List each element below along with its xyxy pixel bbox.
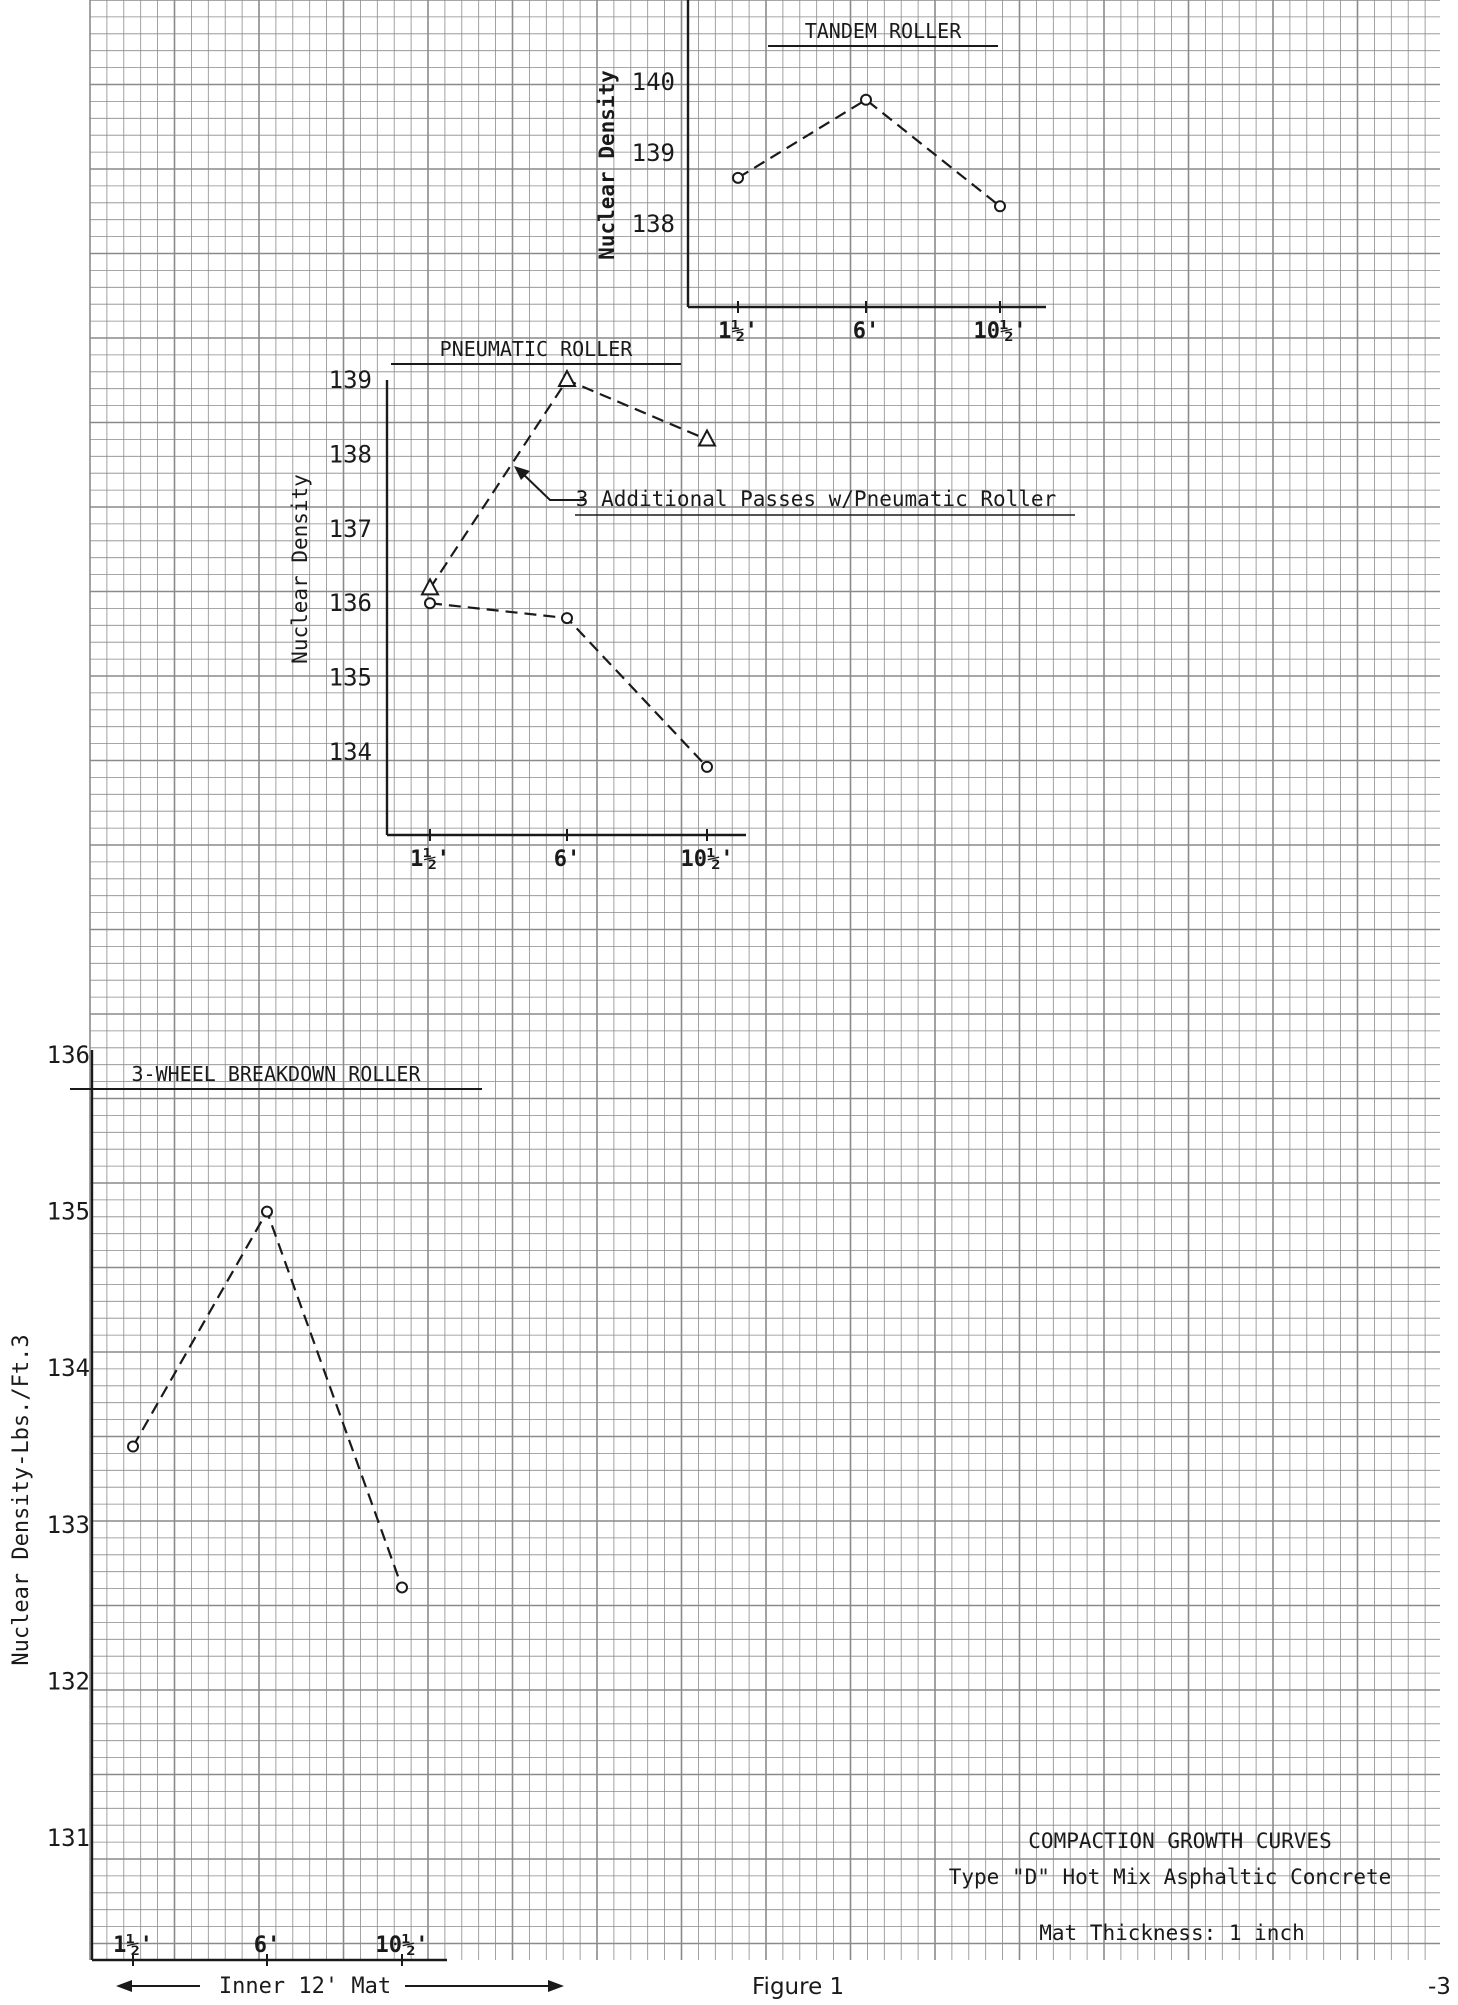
data-point-circle [261,1205,273,1218]
x-tick-label: 6' [254,1933,281,1958]
left-axis-label: Nuclear Density-Lbs./Ft.3 [9,1334,34,1665]
series-line [737,98,1001,208]
data-point-circle [396,1581,408,1594]
chart-title: 3-WHEEL BREAKDOWN ROLLER [132,1062,422,1086]
annotation-arrowhead [514,466,530,480]
x-tick-label: 10½' [974,319,1027,344]
data-point-circle [732,171,744,184]
y-tick-label: 134 [329,738,372,766]
x-tick-label: 1½' [718,319,758,344]
data-point-triangle [557,368,577,387]
data-point-triangle [420,577,440,596]
inner-mat-label: Inner 12' Mat [219,1974,391,1999]
chart-tandem: TANDEM ROLLER Nuclear Density 138 139 140 1½'… [595,0,1046,344]
annotation-leader [521,472,586,501]
charts-layer: TANDEM ROLLER Nuclear Density 138 139 140 1½'… [47,0,1075,1966]
chart-pneumatic: PNEUMATIC ROLLER Nuclear Density 134 135 136… [288,337,1075,872]
y-tick-label: 134 [47,1354,90,1382]
y-tick-label: 135 [329,664,372,692]
y-tick-label: 133 [47,1511,90,1539]
y-tick-label: 138 [329,440,372,468]
caption-line-3: Mat Thickness: 1 inch [1039,1921,1305,1945]
y-tick-label: 131 [47,1824,90,1852]
caption-line-1: COMPACTION GROWTH CURVES [1028,1829,1331,1853]
data-point-triangle [697,428,717,447]
y-axis-title: Nuclear Density [288,474,312,664]
annotation-label: 3 Additional Passes w/Pneumatic Roller [576,487,1056,511]
chart-breakdown: 3-WHEEL BREAKDOWN ROLLER 131 132 133 134 135 1… [47,1041,482,1966]
y-tick-label: 132 [47,1667,90,1695]
chart-title: PNEUMATIC ROLLER [440,337,634,361]
page-number: -3 [1428,1974,1451,2000]
data-point-circle [424,597,436,610]
data-point-circle [701,760,713,773]
x-tick-label: 10½' [376,1933,429,1958]
caption-line-2: Type "D" Hot Mix Asphaltic Concrete [949,1865,1392,1889]
y-axis-title: Nuclear Density [595,70,619,260]
y-tick-label: 135 [47,1198,90,1226]
y-tick-label: 136 [47,1041,90,1069]
figure-label: Figure 1 [752,1974,844,2000]
data-point-circle [860,93,872,106]
x-tick-label: 10½' [681,847,734,872]
y-tick-label: 139 [329,366,372,394]
x-tick-label: 1½' [410,847,450,872]
y-tick-label: 140 [632,68,675,96]
x-tick-label: 1½' [113,1933,153,1958]
graph-paper-grid [89,0,1440,1960]
chart-title: TANDEM ROLLER [805,19,962,43]
data-point-circle [127,1440,139,1453]
x-tick-label: 6' [853,319,880,344]
data-point-circle [561,612,573,625]
y-tick-label: 138 [632,210,675,238]
y-tick-label: 136 [329,589,372,617]
y-tick-label: 137 [329,515,372,543]
inner-mat-dimension: Inner 12' Mat [116,1974,564,1999]
x-tick-label: 6' [554,847,581,872]
data-point-circle [994,200,1006,213]
y-tick-label: 139 [632,139,675,167]
